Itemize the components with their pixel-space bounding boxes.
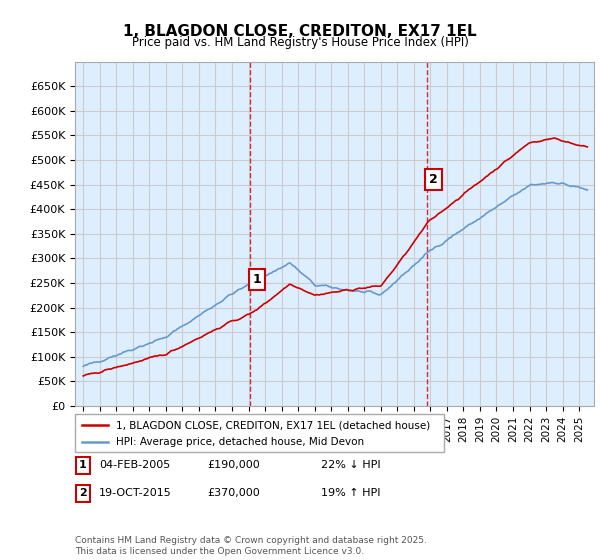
Text: 2: 2 bbox=[429, 173, 438, 186]
FancyBboxPatch shape bbox=[75, 414, 444, 452]
Text: 1, BLAGDON CLOSE, CREDITON, EX17 1EL: 1, BLAGDON CLOSE, CREDITON, EX17 1EL bbox=[123, 24, 477, 39]
FancyBboxPatch shape bbox=[76, 457, 90, 474]
Text: 19-OCT-2015: 19-OCT-2015 bbox=[99, 488, 172, 498]
Text: 1, BLAGDON CLOSE, CREDITON, EX17 1EL (detached house): 1, BLAGDON CLOSE, CREDITON, EX17 1EL (de… bbox=[116, 420, 430, 430]
Text: HPI: Average price, detached house, Mid Devon: HPI: Average price, detached house, Mid … bbox=[116, 437, 364, 447]
FancyBboxPatch shape bbox=[76, 485, 90, 502]
Text: Price paid vs. HM Land Registry's House Price Index (HPI): Price paid vs. HM Land Registry's House … bbox=[131, 36, 469, 49]
Text: 1: 1 bbox=[252, 273, 261, 286]
Text: Contains HM Land Registry data © Crown copyright and database right 2025.
This d: Contains HM Land Registry data © Crown c… bbox=[75, 536, 427, 556]
Text: 22% ↓ HPI: 22% ↓ HPI bbox=[321, 460, 380, 470]
Text: 2: 2 bbox=[79, 488, 86, 498]
Text: 19% ↑ HPI: 19% ↑ HPI bbox=[321, 488, 380, 498]
Text: £370,000: £370,000 bbox=[207, 488, 260, 498]
Text: £190,000: £190,000 bbox=[207, 460, 260, 470]
Text: 04-FEB-2005: 04-FEB-2005 bbox=[99, 460, 170, 470]
Text: 1: 1 bbox=[79, 460, 86, 470]
